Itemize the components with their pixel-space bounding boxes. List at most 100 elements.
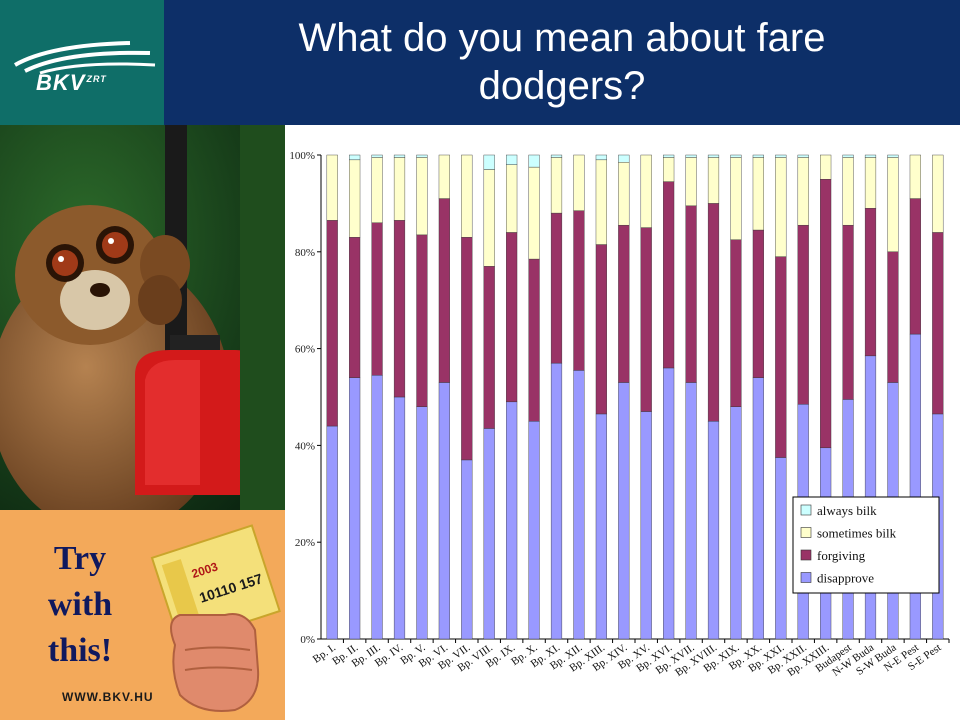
hand-with-ticket-illustration: 2003 10110 157 bbox=[150, 524, 281, 712]
bar-segment-sometimes-bilk bbox=[618, 162, 630, 226]
lemur-photo bbox=[0, 125, 285, 510]
stacked-bar-chart: 0%20%40%60%80%100%Bp. I.Bp. II.Bp. III.B… bbox=[289, 150, 950, 679]
bar-segment-always-bilk bbox=[685, 154, 697, 158]
bar-segment-always-bilk bbox=[887, 154, 899, 158]
bar-segment-sometimes-bilk bbox=[663, 157, 675, 182]
bar-segment-sometimes-bilk bbox=[595, 159, 607, 245]
bar-segment-always-bilk bbox=[483, 154, 495, 170]
bar-segment-forgiving bbox=[640, 227, 652, 412]
bar-segment-sometimes-bilk bbox=[326, 154, 338, 221]
bar-segment-forgiving bbox=[550, 212, 563, 364]
chart-area: 0% 20% 40% 60% 80% 100% Bp. I. Bp. II. Bp. III. B… bbox=[285, 125, 960, 720]
bar-segment-forgiving bbox=[393, 220, 406, 398]
bar-segment-sometimes-bilk bbox=[349, 159, 361, 238]
bar-segment-disapprove bbox=[775, 457, 787, 640]
bar-segment-sometimes-bilk bbox=[550, 157, 563, 214]
bkv-logo: BKVZRT bbox=[0, 0, 164, 125]
bar-segment-forgiving bbox=[685, 205, 697, 383]
bar-segment-always-bilk bbox=[528, 154, 540, 168]
bar-segment-sometimes-bilk bbox=[371, 157, 383, 223]
title-line-1: What do you mean about fare bbox=[298, 16, 826, 60]
y-tick-label: 100% bbox=[289, 150, 315, 162]
legend-swatch-sometimes-bilk bbox=[800, 527, 812, 538]
bar-segment-forgiving bbox=[416, 234, 428, 407]
bar-segment-disapprove bbox=[595, 413, 607, 640]
bkv-swoosh-icon bbox=[14, 41, 156, 75]
bar-segment-forgiving bbox=[707, 203, 720, 422]
bar-segment-forgiving bbox=[752, 229, 764, 378]
bar-segment-sometimes-bilk bbox=[707, 157, 720, 204]
legend-label-sometimes-bilk: sometimes bilk bbox=[817, 526, 897, 541]
bar-segment-sometimes-bilk bbox=[775, 157, 787, 257]
bkv-url: WWW.BKV.HU bbox=[62, 690, 154, 704]
bar-segment-always-bilk bbox=[349, 154, 361, 161]
y-tick-label: 60% bbox=[295, 344, 315, 356]
y-tick-label: 40% bbox=[295, 440, 315, 452]
bar-segment-always-bilk bbox=[775, 154, 787, 158]
promo-panel: 2003 10110 157 bbox=[0, 510, 285, 720]
slogan-line-3: this! bbox=[47, 632, 113, 669]
bar-segment-sometimes-bilk bbox=[416, 157, 428, 236]
legend-swatch-disapprove bbox=[800, 572, 812, 583]
bar-segment-always-bilk bbox=[371, 154, 383, 158]
bar-segment-always-bilk bbox=[797, 154, 809, 158]
bar-segment-forgiving bbox=[618, 224, 630, 383]
promo-slogan: Try with this! bbox=[40, 536, 120, 674]
bar-segment-disapprove bbox=[663, 367, 675, 640]
bar-segment-always-bilk bbox=[663, 154, 675, 158]
bar-segment-forgiving bbox=[932, 232, 944, 415]
bar-segment-forgiving bbox=[820, 179, 832, 449]
bar-segment-forgiving bbox=[887, 251, 899, 383]
bar-segment-disapprove bbox=[640, 411, 652, 640]
page-title: What do you mean about fare dodgers? bbox=[164, 14, 960, 110]
bar-segment-sometimes-bilk bbox=[393, 157, 406, 221]
bar-segment-disapprove bbox=[483, 428, 495, 640]
bar-segment-forgiving bbox=[326, 220, 338, 427]
bar-segment-sometimes-bilk bbox=[932, 154, 944, 233]
bar-segment-forgiving bbox=[349, 237, 361, 378]
bar-segment-sometimes-bilk bbox=[909, 154, 921, 199]
bar-segment-always-bilk bbox=[752, 154, 764, 158]
bar-segment-forgiving bbox=[461, 237, 473, 461]
bar-segment-sometimes-bilk bbox=[573, 154, 585, 211]
title-line-2: dodgers? bbox=[478, 64, 646, 108]
bar-segment-sometimes-bilk bbox=[887, 157, 899, 252]
bar-segment-forgiving bbox=[775, 256, 787, 458]
bar-segment-always-bilk bbox=[842, 154, 854, 158]
bar-segment-disapprove bbox=[461, 459, 473, 640]
bar-segment-disapprove bbox=[707, 421, 720, 640]
bar-segment-forgiving bbox=[483, 266, 495, 429]
y-tick-label: 20% bbox=[295, 537, 315, 549]
bar-segment-disapprove bbox=[752, 377, 764, 640]
bar-segment-disapprove bbox=[550, 362, 563, 640]
bar-segment-sometimes-bilk bbox=[752, 157, 764, 231]
bar-segment-forgiving bbox=[528, 258, 540, 422]
slogan-line-2: with bbox=[47, 586, 113, 623]
bar-segment-disapprove bbox=[438, 382, 450, 640]
bar-segment-sometimes-bilk bbox=[506, 164, 518, 233]
bar-segment-forgiving bbox=[842, 224, 854, 400]
legend-label-disapprove: disapprove bbox=[817, 571, 874, 586]
legend-swatch-always-bilk bbox=[800, 504, 812, 516]
title-bar: What do you mean about fare dodgers? bbox=[164, 0, 960, 125]
bar-segment-disapprove bbox=[573, 370, 585, 640]
bar-segment-forgiving bbox=[371, 222, 383, 376]
bar-segment-always-bilk bbox=[618, 154, 630, 163]
bar-segment-disapprove bbox=[371, 375, 383, 640]
bar-segment-forgiving bbox=[909, 198, 921, 335]
bar-segment-forgiving bbox=[730, 239, 742, 407]
bar-segment-always-bilk bbox=[730, 154, 742, 158]
bar-segment-always-bilk bbox=[595, 154, 607, 161]
bar-segment-always-bilk bbox=[550, 154, 563, 158]
bar-segment-sometimes-bilk bbox=[797, 157, 809, 226]
legend bbox=[792, 496, 940, 594]
bar-segment-sometimes-bilk bbox=[864, 157, 877, 209]
bar-segment-disapprove bbox=[685, 382, 697, 640]
bar-segment-always-bilk bbox=[707, 154, 720, 158]
bar-segment-sometimes-bilk bbox=[820, 154, 832, 180]
y-tick-label: 0% bbox=[300, 634, 315, 646]
bar-segment-disapprove bbox=[393, 396, 406, 640]
bar-segment-always-bilk bbox=[506, 154, 518, 165]
bar-segment-forgiving bbox=[663, 181, 675, 369]
lemur-illustration bbox=[0, 125, 285, 510]
